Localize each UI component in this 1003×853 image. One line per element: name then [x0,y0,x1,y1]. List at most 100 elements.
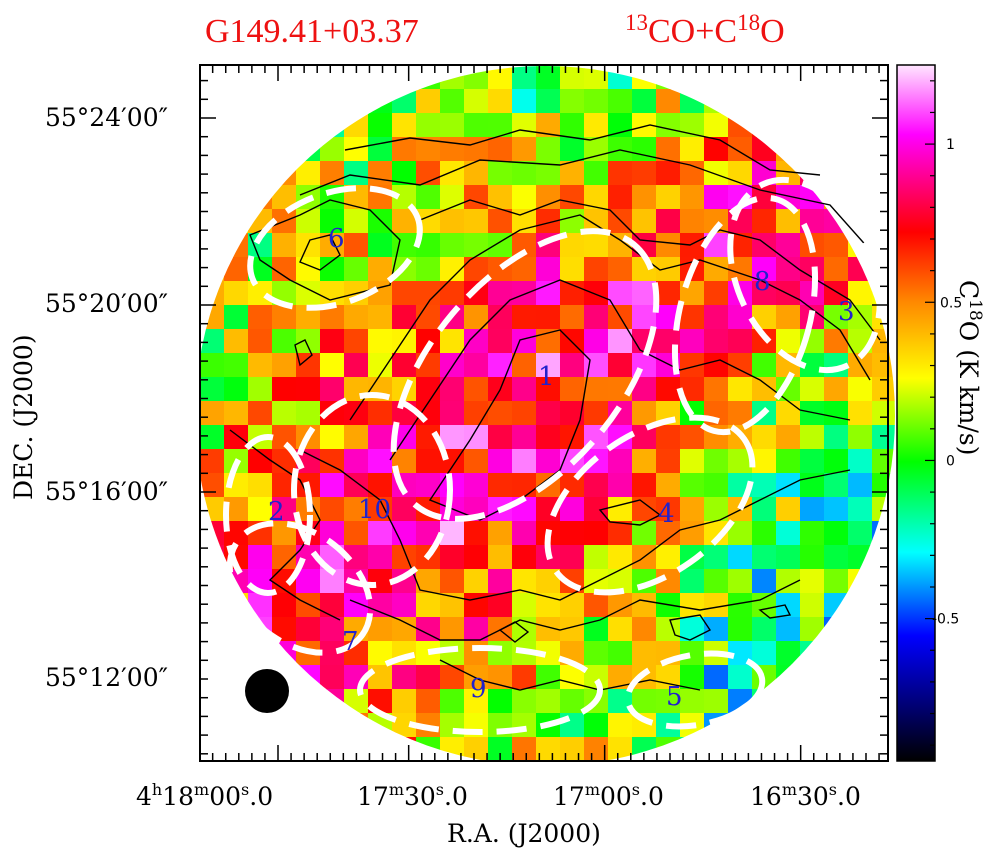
heatmap-cell [848,185,873,210]
heatmap-cell [440,377,465,402]
heatmap-cell [704,353,729,378]
heatmap-cell [272,497,297,522]
heatmap-cell [344,449,369,474]
heatmap-cell [704,257,729,282]
heatmap-cell [608,737,633,762]
heatmap-cell [704,545,729,570]
heatmap-cell [728,89,753,114]
heatmap-cell [488,545,513,570]
heatmap-cell [512,185,537,210]
heatmap-cell [752,113,777,138]
heatmap-cell [848,497,873,522]
heatmap-cell [800,377,825,402]
heatmap-cell [464,329,489,354]
heatmap-cell [224,689,249,714]
heatmap-cell [872,89,895,114]
heatmap-cell [392,689,417,714]
heatmap-cell [368,161,393,186]
heatmap-cell [440,113,465,138]
heatmap-cell [464,449,489,474]
heatmap-cell [536,185,561,210]
heatmap-cell [464,737,489,762]
clump-ellipse [226,520,374,656]
heatmap-cell [248,185,273,210]
heatmap-cell [824,641,849,666]
heatmap-cell [680,209,705,234]
heatmap-cell [344,89,369,114]
heatmap-cell [704,281,729,306]
heatmap-cell [512,161,537,186]
heatmap-cell [800,473,825,498]
heatmap-cell [488,137,513,162]
heatmap-cell [704,185,729,210]
clump-ellipse [671,194,819,436]
heatmap-cell [632,137,657,162]
heatmap-cell [776,305,801,330]
heatmap-cell [224,401,249,426]
heatmap-cell [296,377,321,402]
heatmap-cell [392,617,417,642]
heatmap-cell [344,425,369,450]
heatmap-cell [656,425,681,450]
heatmap-cell [824,689,849,714]
heatmap-cell [656,473,681,498]
heatmap-cell [608,257,633,282]
ra-tick-labels: 4h18m00s.0 17m30s.0 17m00s.0 16m30s.0 [136,780,861,811]
heatmap-cell [320,66,345,90]
heatmap-cell [512,401,537,426]
heatmap-cell [296,593,321,618]
heatmap-cell [800,66,825,90]
heatmap-cell [344,353,369,378]
heatmap-cell [248,113,273,138]
heatmap-cell [440,137,465,162]
heatmap-cell [296,401,321,426]
heatmap-cell [848,66,873,90]
title-lines: 13CO+C18O [625,10,785,51]
heatmap-cell [560,137,585,162]
heatmap-cell [392,113,417,138]
ra-tick-label: 16m30s.0 [750,780,861,811]
heatmap-cell [848,257,873,282]
heatmap-cell [728,329,753,354]
heatmap-cell [752,497,777,522]
heatmap-cell [656,233,681,258]
heatmap-cell [680,497,705,522]
clump-label: 9 [470,674,487,704]
heatmap-cell [224,113,249,138]
ra-tick-label: 17m00s.0 [553,780,664,811]
clump-label: 7 [342,627,359,657]
heatmap-cell [368,425,393,450]
heatmap-cell [440,689,465,714]
heatmap-cell [824,233,849,258]
ra-tick-label: 17m30s.0 [357,780,468,811]
heatmap-cell [320,617,345,642]
heatmap-cell [560,113,585,138]
heatmap-cell [776,689,801,714]
heatmap-cell [368,209,393,234]
contour-line [419,199,881,341]
heatmap-cell [752,209,777,234]
heatmap-cell [272,233,297,258]
heatmap-cell [800,569,825,594]
heatmap-cell [200,593,225,618]
heatmap-cell [584,713,609,738]
heatmap-cell [728,353,753,378]
heatmap-cell [368,305,393,330]
heatmap-cell [296,89,321,114]
heatmap-cell [680,185,705,210]
clump-ellipse [247,185,423,311]
heatmap-cell [464,377,489,402]
heatmap-cell [560,713,585,738]
heatmap-cell [728,377,753,402]
heatmap-cell [368,89,393,114]
heatmap-cell [248,401,273,426]
contour-line [294,339,313,367]
clump-label: 8 [754,267,771,297]
heatmap-cell [200,161,225,186]
heatmap-cell [512,569,537,594]
heatmap-cell [704,137,729,162]
heatmap-cell [464,641,489,666]
heatmap-cell [608,641,633,666]
heatmap-cell [440,209,465,234]
heatmap-cell [752,545,777,570]
